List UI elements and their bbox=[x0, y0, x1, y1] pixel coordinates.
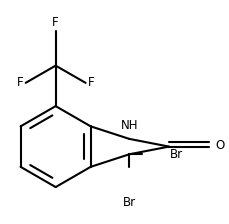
Text: Br: Br bbox=[169, 148, 182, 161]
Text: F: F bbox=[88, 76, 94, 89]
Text: F: F bbox=[16, 76, 23, 89]
Text: NH: NH bbox=[120, 119, 137, 132]
Text: F: F bbox=[52, 15, 59, 28]
Text: Br: Br bbox=[122, 196, 135, 209]
Text: O: O bbox=[215, 139, 224, 152]
